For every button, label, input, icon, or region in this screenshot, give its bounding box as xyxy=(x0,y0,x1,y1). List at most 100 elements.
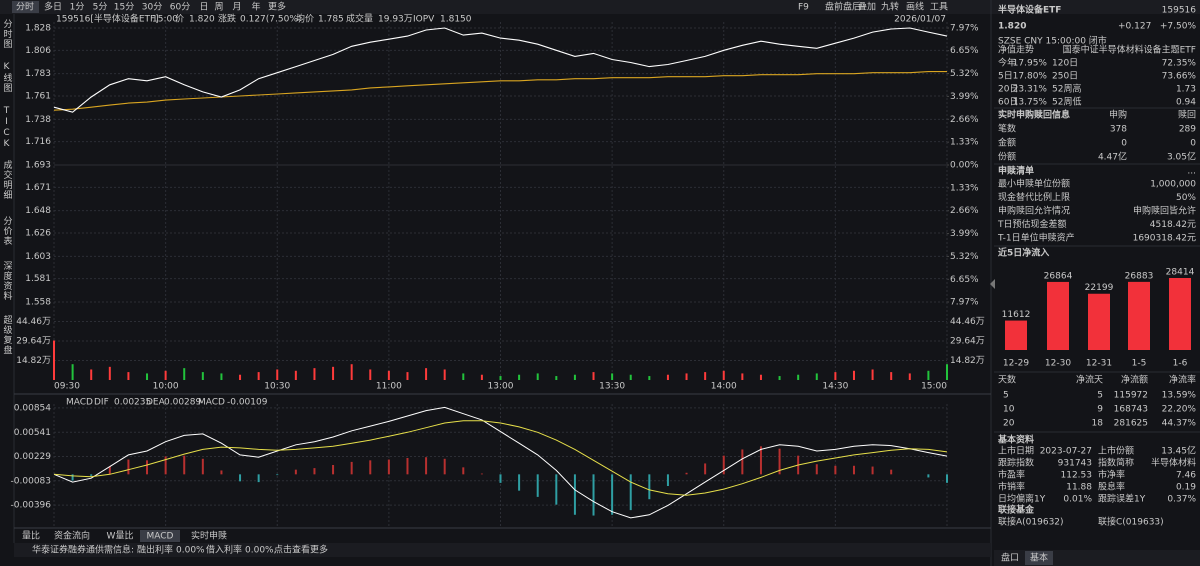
sidebar-tab: 深度资料 xyxy=(2,261,13,301)
collapse-arrow[interactable] xyxy=(990,279,995,289)
inflow-bar xyxy=(1088,293,1110,350)
section-title: 申赎清单 xyxy=(998,165,1034,177)
column-header: 净流率 xyxy=(1169,374,1196,386)
panel-tab[interactable]: 基本 xyxy=(1030,552,1048,564)
toolbar-tab[interactable]: 更多 xyxy=(268,1,286,13)
volume-bar xyxy=(759,374,762,380)
volume-bar xyxy=(276,369,279,380)
bottom-tab[interactable]: MACD xyxy=(147,532,174,542)
notice-text: 华泰证券融券通供需信息: xyxy=(32,544,134,556)
volume-bar xyxy=(852,370,855,380)
value: 0.19 xyxy=(1176,483,1196,493)
y2-tick-label: 2.66% xyxy=(950,115,979,125)
y-tick-label: 0.00854 xyxy=(14,403,51,413)
x-tick-label: 1-6 xyxy=(1173,359,1188,369)
panel-tab[interactable]: 盘口 xyxy=(1001,552,1019,564)
more-button[interactable]: ... xyxy=(1187,167,1196,177)
y-tick-label: 1.806 xyxy=(25,46,51,56)
section-title: 联接基金 xyxy=(998,504,1035,516)
value: 4518.42元 xyxy=(1150,220,1196,230)
volume-bar xyxy=(294,370,297,380)
value: 378 xyxy=(1110,125,1127,135)
label: 52周低 xyxy=(1052,96,1081,108)
x-tick-label: 11:00 xyxy=(376,382,402,392)
label: 跟踪误差1Y xyxy=(1098,493,1146,505)
volume-bar xyxy=(480,374,483,380)
volume-bar xyxy=(834,372,837,380)
volume-bar xyxy=(201,372,204,380)
value: 9 xyxy=(1097,405,1103,415)
toolbar-tab[interactable]: 60分 xyxy=(170,2,190,13)
y2-tick-label: 6.65% xyxy=(950,275,979,285)
value: 20 xyxy=(1003,419,1015,429)
bottom-tab[interactable]: 实时申赎 xyxy=(191,530,227,542)
tab-bg xyxy=(994,550,1200,566)
link[interactable]: 联接A(019632) xyxy=(998,516,1064,528)
inflow-bar xyxy=(1128,281,1150,350)
section-title: 近5日净流入 xyxy=(998,247,1049,259)
toolbar-bg xyxy=(0,0,1200,14)
y2-tick-label: 5.32% xyxy=(950,69,979,79)
label: 上市日期 xyxy=(998,445,1034,457)
link[interactable]: 联接C(019633) xyxy=(1098,516,1164,528)
label: 20日 xyxy=(998,84,1018,95)
volume-bar xyxy=(555,376,558,380)
sidebar-tab: 分时图 xyxy=(2,19,13,49)
volume-bar xyxy=(704,372,707,380)
label: T-1日单位申赎资产 xyxy=(997,232,1075,244)
header-price-label: 价 xyxy=(175,14,184,25)
volume-bar xyxy=(629,374,632,380)
bottom-tab[interactable]: W量比 xyxy=(107,530,134,542)
label: 市盈率 xyxy=(998,469,1025,481)
value: 11.88 xyxy=(1066,483,1092,493)
value: 17.80% xyxy=(1013,72,1048,82)
volume-bar xyxy=(183,368,186,380)
column-header: 申购 xyxy=(1109,109,1127,121)
volume-bar xyxy=(778,376,781,380)
volume-bar xyxy=(871,369,874,380)
header-avg-label: 均价 xyxy=(296,13,314,25)
value: 1.73 xyxy=(1176,85,1196,95)
toolbar-tab[interactable]: 15分 xyxy=(114,2,134,13)
toolbar-tab[interactable]: 周 xyxy=(214,2,223,13)
label: 跟踪指数 xyxy=(998,457,1034,469)
bottom-tab[interactable]: 资金流向 xyxy=(54,530,90,542)
value: 申购赎回皆允许 xyxy=(1133,205,1196,217)
toolbar-tab[interactable]: 1分 xyxy=(70,2,85,13)
y-tick-label: 1.716 xyxy=(25,137,51,147)
header-volume: 19.93万 xyxy=(378,15,413,25)
label: 120日 xyxy=(1052,58,1078,69)
x-tick-label: 10:30 xyxy=(264,382,290,392)
status: SZSE CNY 15:00:00 闭市 xyxy=(998,35,1107,47)
toolbar-tab[interactable]: 分时 xyxy=(16,1,34,13)
volume-bar xyxy=(741,373,744,380)
volume-bar xyxy=(90,369,93,380)
y-tick-label: 1.648 xyxy=(25,206,51,216)
macd-line xyxy=(53,406,948,519)
fund-code: 159516 xyxy=(1162,6,1197,16)
toolbar-tab[interactable]: 30分 xyxy=(142,2,162,13)
label: 今年 xyxy=(998,57,1016,69)
column-header: 赎回 xyxy=(1178,109,1196,121)
toolbar-tab[interactable]: 年 xyxy=(251,1,260,13)
y2-tick-label: 1.33% xyxy=(950,138,979,148)
notice-text[interactable]: 点击查看更多 xyxy=(274,544,328,556)
y-tick-label: 1.693 xyxy=(25,161,51,171)
nav-label: 净值走势 xyxy=(998,44,1034,56)
data-label: 26864 xyxy=(1044,271,1073,281)
bottom-tab[interactable]: 量比 xyxy=(22,530,40,542)
value: 112.53 xyxy=(1061,471,1093,481)
value: 72.35% xyxy=(1162,59,1197,69)
toolbar-tab[interactable]: 月 xyxy=(232,2,241,13)
volume-bar xyxy=(108,366,111,380)
toolbar-tab[interactable]: 多日 xyxy=(44,1,62,13)
y-tick-label: 1.671 xyxy=(25,183,51,193)
y-tick-label: 1.558 xyxy=(25,298,51,308)
toolbar-tab[interactable]: 5分 xyxy=(93,2,108,13)
volume-bar xyxy=(592,372,595,380)
label: 上市份额 xyxy=(1098,445,1134,457)
volume-bar xyxy=(257,372,260,380)
toolbar-tab[interactable]: 日 xyxy=(199,2,208,13)
y2-tick-label: 44.46万 xyxy=(950,317,985,327)
y2-tick-label: 6.65% xyxy=(950,46,979,56)
